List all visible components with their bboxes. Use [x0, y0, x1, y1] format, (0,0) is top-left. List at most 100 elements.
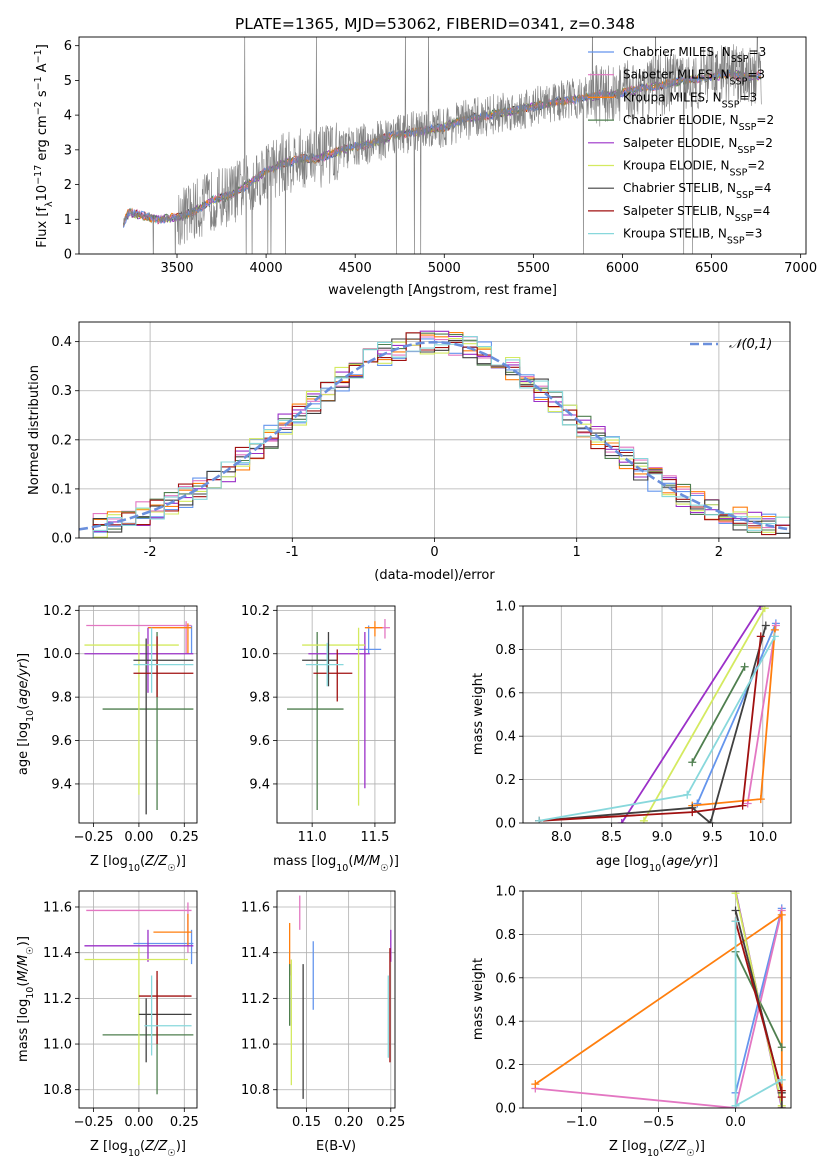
y-tick-label: 0.4 [51, 335, 72, 350]
y-tick-label: 0.0 [495, 1102, 516, 1117]
y-tick-label: 9.6 [249, 734, 270, 749]
weight-marker-8 [731, 1101, 740, 1108]
y-axis-label: mass [log10(M/M☉)] [16, 936, 36, 1062]
plot-area-weight-vs-age [523, 606, 791, 823]
y-tick-label: 0.2 [495, 773, 516, 788]
y-axis-label: mass weight [471, 958, 486, 1040]
legend-entry: Chabrier STELIB, NSSP=4 [623, 181, 771, 201]
x-tick-label: 4000 [250, 261, 283, 276]
y-tick-label: 2 [64, 178, 72, 193]
y-axis-label: Normed distribution [27, 365, 42, 495]
x-tick-label: 0 [430, 545, 438, 560]
y-tick-label: 11.0 [43, 1038, 72, 1053]
legend-entry: Salpeter ELODIE, NSSP=2 [623, 136, 773, 156]
x-axis-label: age [log10(age/yr)] [596, 854, 718, 874]
panel-mass-vs-ebv: 0.15 0.20 0.25 10.8 11.0 11.2 11.4 11.6 E(B-V) [241, 890, 405, 1154]
y-tick-label: 10.8 [241, 1083, 270, 1098]
weight-marker-8 [731, 917, 740, 926]
plot-area-spectrum [123, 37, 762, 254]
weight-marker-5 [760, 606, 769, 613]
figure-title: PLATE=1365, MJD=53062, FIBERID=0341, z=0… [235, 15, 635, 33]
x-axis-label: mass [log10(M/M☉)] [273, 854, 399, 874]
x-tick-label: 9.0 [652, 830, 673, 845]
y-tick-label: 0 [64, 248, 72, 263]
y-tick-label: 1 [64, 213, 72, 228]
axes-frame-spectrum [78, 36, 807, 255]
y-tick-label: 11.6 [43, 900, 72, 915]
legend-entry: Salpeter MILES, NSSP=3 [623, 68, 765, 88]
x-axis-label: E(B-V) [316, 1139, 356, 1154]
x-tick-label: 0.25 [170, 1115, 199, 1130]
x-axis-label: Z [log10(Z/Z☉)] [90, 854, 186, 874]
x-tick-label: 8.5 [601, 830, 622, 845]
y-tick-label: 6 [64, 39, 72, 54]
weight-line-3 [691, 666, 746, 763]
weight-marker-3 [688, 758, 697, 767]
y-tick-label: 9.4 [51, 777, 72, 792]
axes-frame-age-vs-mass [276, 605, 396, 824]
weight-marker-3 [777, 1043, 786, 1052]
x-tick-label: 3500 [160, 261, 193, 276]
weight-line-0 [696, 623, 777, 804]
weight-line-5 [643, 607, 766, 822]
weight-marker-8 [535, 816, 544, 823]
x-tick-label: 5500 [517, 261, 550, 276]
weight-marker-4 [617, 819, 626, 823]
axes-frame-weight-vs-Z [522, 890, 792, 1109]
x-tick-label: 4500 [339, 261, 372, 276]
x-tick-label: 0.0 [725, 1115, 746, 1130]
plot-area-age-vs-Z [79, 606, 197, 823]
x-axis-label: (data-model)/error [374, 568, 495, 583]
y-tick-label: 10.0 [241, 647, 270, 662]
x-tick-label: −1.0 [566, 1115, 598, 1130]
x-tick-label: 2 [715, 545, 723, 560]
weight-marker-8 [777, 1075, 786, 1084]
panel-residuals: -2 -1 0 1 2 0.0 0.1 0.2 0.3 0.4 𝒩(0,1) (data-model)… [27, 321, 791, 583]
x-tick-label: 0.00 [124, 830, 153, 845]
legend-entry-normal: 𝒩(0,1) [729, 337, 772, 352]
x-tick-label: 0.15 [292, 1115, 321, 1130]
y-tick-label: 4 [64, 109, 72, 124]
legend-entry: Chabrier ELODIE, NSSP=2 [623, 113, 774, 133]
y-tick-label: 10.2 [241, 604, 270, 619]
weight-marker-8 [770, 632, 779, 641]
legend-entry: Kroupa ELODIE, NSSP=2 [623, 159, 765, 179]
plot-area-mass-vs-Z [79, 891, 197, 1108]
y-tick-label: 0.8 [495, 643, 516, 658]
weight-marker-7 [756, 632, 765, 641]
y-tick-label: 10.0 [43, 647, 72, 662]
legend-entry: Salpeter STELIB, NSSP=4 [623, 204, 770, 224]
y-tick-label: 1.0 [495, 885, 516, 900]
y-axis-label: age [log10(age/yr)] [16, 653, 36, 775]
x-tick-label: −0.25 [74, 1115, 114, 1130]
weight-marker-2 [756, 795, 765, 804]
y-tick-label: 11.4 [43, 946, 72, 961]
weight-marker-2 [531, 1080, 540, 1089]
axes-frame-age-vs-Z [78, 605, 198, 824]
y-tick-label: 11.2 [43, 992, 72, 1007]
weight-marker-5 [731, 891, 740, 898]
y-tick-label: 0.0 [51, 532, 72, 547]
x-tick-label: 0.25 [170, 830, 199, 845]
y-axis-label: mass weight [471, 673, 486, 755]
legend-entry: Kroupa STELIB, NSSP=3 [623, 227, 762, 247]
x-tick-label: 7000 [784, 261, 817, 276]
weight-line-6 [539, 625, 767, 823]
weight-marker-4 [756, 606, 765, 610]
weight-line-1 [746, 625, 777, 804]
axes-frame-residuals [78, 321, 791, 539]
x-tick-label: 0.00 [124, 1115, 153, 1130]
y-tick-label: 3 [64, 143, 72, 158]
x-tick-label: 0.25 [376, 1115, 405, 1130]
panel-weight-vs-age: 8.0 8.5 9.0 9.5 10.0 0.0 0.2 0.4 0.6 0.8 1.0 mass w… [471, 600, 792, 845]
weight-marker-0 [693, 799, 702, 808]
weight-marker-3 [740, 662, 749, 671]
x-tick-label: -1 [286, 545, 299, 560]
y-tick-label: 0.6 [495, 971, 516, 986]
weight-marker-7 [688, 808, 697, 817]
axes-frame-mass-vs-Z [78, 890, 198, 1109]
y-tick-label: 11.0 [241, 1038, 270, 1053]
y-tick-label: 9.4 [249, 777, 270, 792]
y-tick-label: 0.2 [495, 1058, 516, 1073]
